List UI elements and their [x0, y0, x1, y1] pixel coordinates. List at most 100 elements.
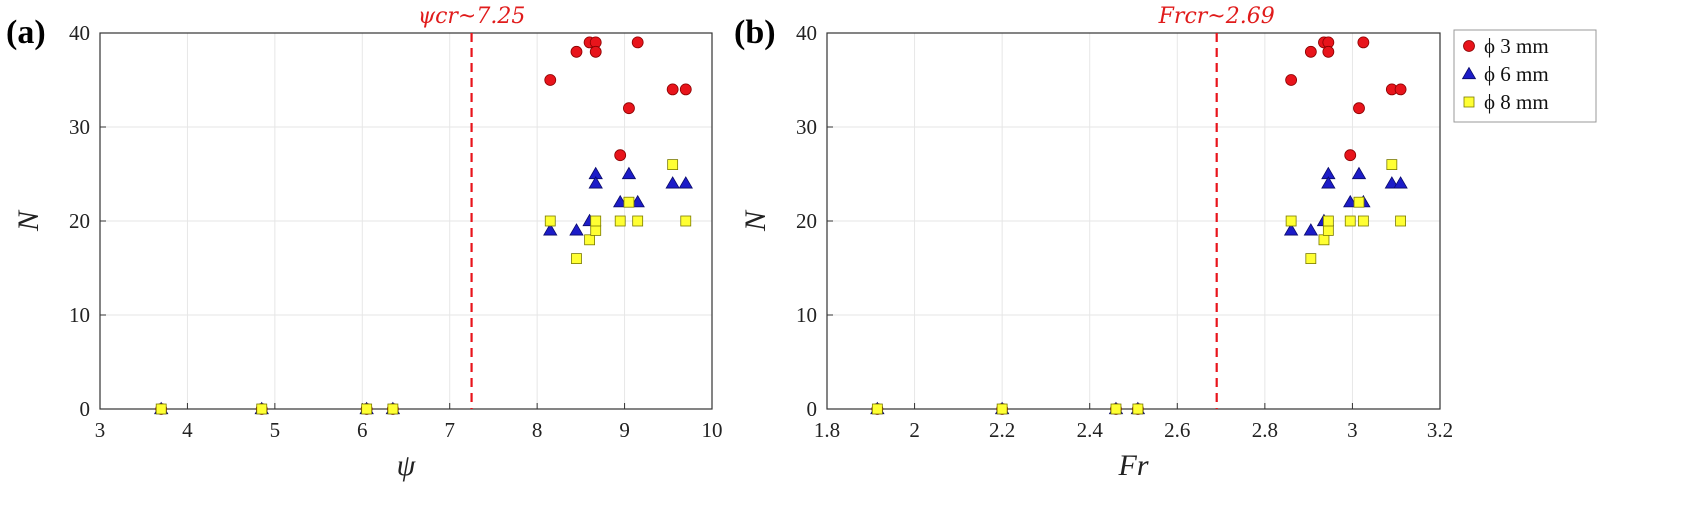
a-point-d3-11	[614, 149, 627, 162]
b-critical-label: Frcr~2.69	[1158, 4, 1275, 29]
b-point-d3-8	[1322, 45, 1335, 58]
b-xtick-label-4: 2.6	[1164, 418, 1190, 442]
b-y-axis-title: N	[739, 209, 772, 232]
a-xtick-label-3: 6	[357, 418, 368, 442]
a-xtick-label-6: 9	[619, 418, 630, 442]
b-point-d3-10	[1353, 102, 1365, 115]
a-point-d8-5	[571, 253, 582, 265]
legend-label-d3: ϕ 3 mm	[1484, 34, 1549, 58]
a-point-d8-4	[544, 215, 556, 227]
a-point-d6-10	[621, 166, 637, 180]
b-point-d3-9	[1357, 36, 1370, 49]
a-ytick-label-0: 0	[80, 397, 91, 421]
a-y-axis-title: N	[12, 209, 45, 232]
b-point-d8-4	[1285, 215, 1297, 227]
b-point-d6-13	[1393, 176, 1408, 189]
b-ytick-label-2: 20	[796, 209, 817, 233]
b-point-d8-8	[1322, 215, 1334, 227]
a-ytick-label-3: 30	[69, 115, 90, 139]
a-point-d3-12	[666, 83, 679, 96]
b-point-d8-3	[1132, 403, 1144, 415]
b-xtick-label-2: 2.2	[989, 418, 1015, 442]
a-point-d8-3	[387, 403, 399, 415]
legend-marker-d8	[1463, 96, 1475, 108]
b-xtick-label-3: 2.4	[1077, 418, 1104, 442]
a-point-d8-0	[155, 403, 167, 415]
legend-label-d8: ϕ 8 mm	[1484, 90, 1549, 114]
b-point-d3-5	[1304, 45, 1317, 58]
a-point-d8-6	[584, 234, 595, 246]
b-ytick-label-1: 10	[796, 303, 817, 327]
panel-a-label: (a)	[6, 14, 46, 51]
b-point-d8-9	[1344, 215, 1356, 227]
b-ytick-label-3: 30	[796, 115, 817, 139]
b-point-d6-12	[1384, 176, 1400, 189]
b-point-d3-4	[1285, 74, 1298, 86]
a-point-d3-4	[544, 74, 557, 86]
b-point-d3-11	[1344, 149, 1357, 162]
a-xtick-label-0: 3	[95, 418, 106, 442]
b-point-d8-1	[996, 403, 1008, 415]
b-point-d6-8	[1321, 176, 1336, 189]
a-xtick-label-1: 4	[182, 418, 193, 442]
b-xtick-label-5: 2.8	[1252, 418, 1278, 442]
legend-label-d6: ϕ 6 mm	[1484, 62, 1549, 86]
a-point-d8-2	[361, 403, 373, 415]
b-point-d8-0	[871, 403, 883, 415]
a-point-d6-9	[613, 194, 628, 208]
a-point-d8-1	[256, 403, 268, 415]
b-point-d8-11	[1357, 215, 1369, 227]
a-xtick-label-7: 10	[702, 418, 723, 442]
b-xtick-label-7: 3.2	[1427, 418, 1453, 442]
b-ytick-label-0: 0	[807, 397, 818, 421]
a-xtick-label-5: 8	[532, 418, 543, 442]
b-x-axis-title: Fr	[1118, 449, 1149, 482]
a-point-d8-9	[614, 215, 626, 227]
a-point-d6-13	[678, 176, 693, 189]
a-point-d6-11	[630, 194, 645, 208]
a-point-d6-4	[543, 223, 558, 236]
a-point-d8-7	[590, 224, 602, 236]
a-x-axis-title: ψ	[397, 449, 417, 482]
a-point-d8-8	[590, 215, 602, 227]
a-ytick-label-2: 20	[69, 209, 90, 233]
b-point-d8-5	[1305, 253, 1317, 265]
a-point-d3-13	[679, 83, 692, 96]
a-point-d8-11	[632, 215, 644, 227]
chart-panel-b: 1.8 2 2.2 2.4 2.6 2.8 3 3.2 0 10 20 30 40 Fr N Frcr~2.6…	[739, 4, 1453, 482]
a-point-d3-9	[631, 36, 644, 49]
panel-b-label: (b)	[734, 14, 776, 51]
b-ytick-label-4: 40	[796, 21, 817, 45]
a-point-d3-5	[570, 45, 583, 58]
b-point-d6-10	[1351, 166, 1367, 180]
legend: ϕ 3 mm ϕ 6 mm ϕ 8 mm	[1453, 29, 1597, 123]
legend-box	[1453, 29, 1597, 123]
b-point-d6-4	[1283, 223, 1299, 236]
b-point-d8-13	[1395, 215, 1406, 227]
b-point-d3-13	[1394, 83, 1407, 96]
a-point-d3-8	[589, 45, 602, 58]
legend-marker-d3	[1463, 40, 1475, 52]
a-point-d8-13	[680, 215, 692, 227]
a-xtick-label-4: 7	[444, 418, 455, 442]
a-point-d6-12	[665, 176, 680, 189]
a-ytick-label-4: 40	[69, 21, 90, 45]
a-point-d6-5	[569, 223, 584, 236]
b-point-d8-6	[1318, 234, 1330, 246]
a-point-d6-8	[588, 176, 603, 189]
b-point-d8-2	[1110, 403, 1122, 415]
b-xtick-label-1: 2	[909, 418, 920, 442]
a-point-d3-10	[623, 102, 635, 115]
b-point-d8-7	[1322, 224, 1334, 236]
b-point-d8-10	[1353, 196, 1365, 208]
legend-marker-d6	[1461, 66, 1477, 80]
a-xtick-label-2: 5	[270, 418, 281, 442]
b-point-d6-9	[1343, 194, 1358, 208]
b-point-d6-5	[1303, 223, 1319, 236]
a-point-d8-10	[623, 196, 635, 208]
b-xtick-label-6: 3	[1347, 418, 1358, 442]
a-critical-label: ψcr~7.25	[418, 4, 526, 29]
b-xtick-label-0: 1.8	[814, 418, 840, 442]
